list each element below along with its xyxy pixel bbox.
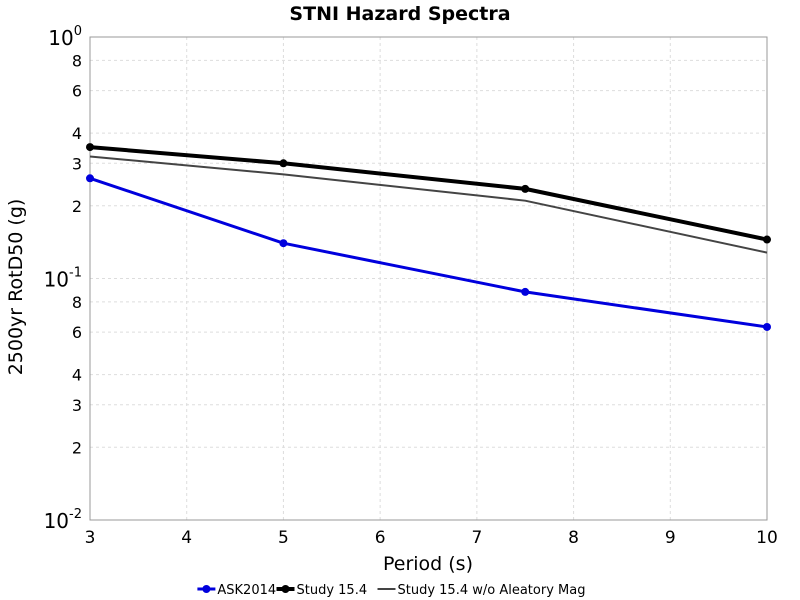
series-lines (86, 143, 771, 331)
y-tick-label: 6 (72, 323, 82, 342)
legend-marker (202, 585, 211, 593)
chart-title: STNI Hazard Spectra (289, 3, 510, 25)
x-tick-label: 5 (278, 528, 289, 548)
series-1-point (279, 239, 288, 248)
legend: ASK2014 Study 15.4 Study 15.4 w/o Aleatory… (197, 583, 585, 598)
legend-marker (281, 585, 290, 593)
y-tick-label: 3 (72, 396, 82, 415)
x-axis-label: Period (s) (383, 553, 473, 575)
y-tick-label: 4 (72, 366, 82, 385)
legend-entry-label: Study 15.4 (297, 583, 368, 598)
x-axis-ticks: 3 4 5 6 7 8 9 10 (85, 528, 778, 548)
series-1-point (763, 322, 771, 331)
series-line-2 (89, 145, 768, 242)
series-2-point (279, 159, 288, 168)
grid (89, 36, 768, 521)
series-1-point (86, 174, 94, 183)
series-1-point (521, 287, 530, 296)
y-decade-label: 10-2 (44, 507, 82, 533)
x-tick-label: 7 (471, 528, 482, 548)
y-tick-label: 8 (72, 293, 82, 312)
series-2-point (763, 235, 771, 244)
y-decade-label: 10-1 (44, 266, 82, 292)
x-tick-label: 4 (181, 528, 192, 548)
y-axis-label: 2500yr RotD50 (g) (5, 199, 27, 376)
plot-area-frame (89, 36, 768, 521)
y-tick-label: 2 (72, 438, 82, 457)
y-tick-label: 8 (72, 51, 82, 70)
y-tick-label: 4 (72, 124, 82, 143)
series-2-point (521, 184, 530, 193)
x-tick-label: 6 (375, 528, 386, 548)
x-tick-label: 9 (665, 528, 676, 548)
series-line-3 (89, 155, 768, 254)
legend-entry-label: Study 15.4 w/o Aleatory Mag (398, 583, 586, 598)
legend-entry-label: ASK2014 (217, 583, 276, 598)
series-2-point (86, 143, 94, 152)
x-tick-label: 10 (756, 528, 778, 548)
y-tick-label: 2 (72, 197, 82, 216)
x-tick-label: 3 (85, 528, 96, 548)
y-decade-label: 100 (48, 24, 82, 50)
x-tick-label: 8 (568, 528, 579, 548)
y-axis-ticks: 8 6 4 3 2 8 6 4 3 2 100 10-1 10-2 (44, 24, 82, 533)
series-line-1 (89, 176, 768, 329)
y-tick-label: 6 (72, 82, 82, 101)
y-tick-label: 3 (72, 154, 82, 173)
